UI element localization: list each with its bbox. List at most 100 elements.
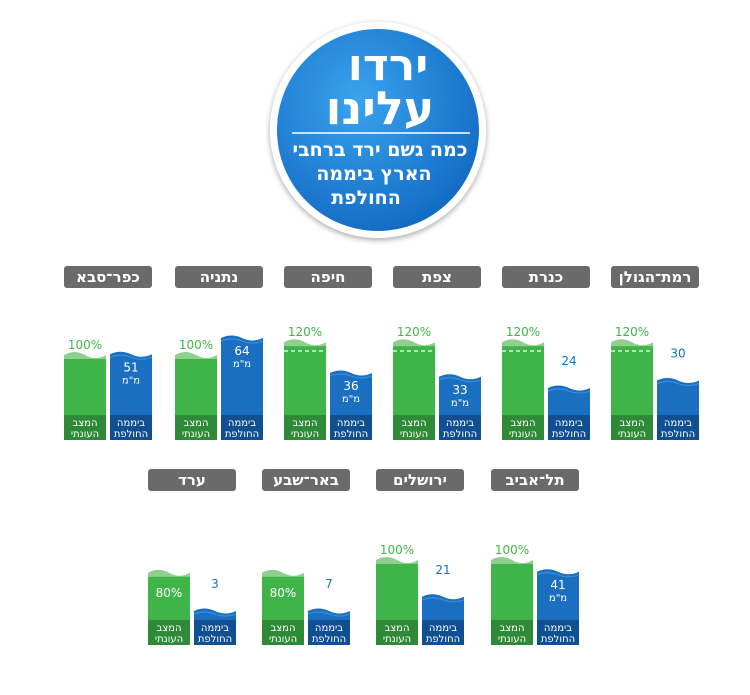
rainfall-caption: החולפת (541, 634, 575, 645)
seasonal-bar (148, 576, 190, 620)
rainfall-caption: ביממה (446, 418, 474, 429)
seasonal-bar (502, 346, 544, 415)
seasonal-bar (64, 359, 106, 415)
seasonal-value: 100% (179, 338, 213, 352)
rainfall-bar-wave (220, 338, 264, 344)
rainfall-unit: מ"מ (669, 362, 687, 373)
rainfall-bar (110, 351, 152, 415)
rainfall-bar (657, 378, 699, 415)
city-label: כפר־סבא (76, 268, 140, 286)
rainfall-bar-wave (421, 597, 465, 603)
rainfall-caption: ביממה (337, 418, 365, 429)
seasonal-value: 120% (288, 325, 322, 339)
seasonal-value: 120% (615, 325, 649, 339)
rainfall-caption: ביממה (664, 418, 692, 429)
rainfall-value: 21 (435, 563, 450, 577)
rainfall-label-box (110, 415, 152, 440)
seasonal-label-box (64, 415, 106, 440)
seasonal-caption: העונתי (291, 429, 319, 440)
city-label: צפת (422, 268, 452, 286)
seasonal-caption: המצב (156, 623, 181, 634)
city-label: תל־אביב (505, 471, 564, 489)
city-label-box (491, 469, 579, 491)
seasonal-bar (376, 564, 418, 620)
seasonal-caption: המצב (401, 418, 426, 429)
seasonal-bar-wave (64, 352, 106, 361)
seasonal-label-box (491, 620, 533, 645)
city-label-box (284, 266, 372, 288)
city-label-box (502, 266, 590, 288)
seasonal-caption: המצב (619, 418, 644, 429)
rainfall-label-box (308, 620, 350, 645)
seasonal-caption: העונתי (71, 429, 99, 440)
rainfall-unit: מ"מ (451, 398, 469, 409)
city-label-box (393, 266, 481, 288)
rainfall-caption: החולפת (198, 634, 232, 645)
seasonal-caption: העונתי (618, 429, 646, 440)
rainfall-label-box (657, 415, 699, 440)
rainfall-caption: החולפת (661, 429, 695, 440)
rainfall-label-box (194, 620, 236, 645)
seasonal-caption: המצב (183, 418, 208, 429)
rainfall-caption: ביממה (228, 418, 256, 429)
rainfall-caption: ביממה (429, 623, 457, 634)
rainfall-unit: מ"מ (434, 578, 452, 589)
seasonal-caption: העונתי (498, 634, 526, 645)
seasonal-label-box (393, 415, 435, 440)
rainfall-caption: החולפת (443, 429, 477, 440)
seasonal-value: 100% (68, 338, 102, 352)
rainfall-unit: מ"מ (342, 394, 360, 405)
rainfall-value: 36 (343, 379, 358, 393)
rainfall-value: 3 (211, 577, 219, 591)
seasonal-label-box (611, 415, 653, 440)
city-label-box (175, 266, 263, 288)
rainfall-caption: החולפת (312, 634, 346, 645)
rainfall-unit: מ"מ (560, 369, 578, 380)
rainfall-caption: החולפת (225, 429, 259, 440)
rainfall-bar-wave (536, 572, 580, 578)
seasonal-bar-wave (284, 339, 326, 349)
seasonal-caption: העונתי (400, 429, 428, 440)
city-label: נתניה (200, 268, 239, 286)
rainfall-bar (422, 594, 464, 620)
seasonal-caption: המצב (384, 623, 409, 634)
rainfall-label-box (422, 620, 464, 645)
seasonal-bar-wave (502, 339, 544, 349)
city-label: חיפה (311, 268, 346, 286)
city-label: ירושלים (393, 471, 447, 489)
seasonal-label-box (262, 620, 304, 645)
rainfall-label-box (330, 415, 372, 440)
rainfall-bar (439, 374, 481, 415)
seasonal-caption: המצב (499, 623, 524, 634)
rainfall-bar-wave (438, 377, 482, 383)
rainfall-bar-wave (329, 373, 373, 379)
rainfall-unit: מ"מ (206, 592, 224, 603)
rainfall-unit: מ"מ (549, 593, 567, 604)
badge-title-line1: ירדו (348, 40, 428, 91)
city-label-box (611, 266, 699, 288)
rainfall-bar (221, 335, 263, 415)
rainfall-bar (330, 370, 372, 415)
rainfall-caption: החולפת (334, 429, 368, 440)
rainfall-value: 24 (561, 354, 576, 368)
rainfall-caption: החולפת (114, 429, 148, 440)
badge-subtitle-line3: החולפת (331, 187, 401, 209)
rainfall-label-box (548, 415, 590, 440)
rainfall-label-box (439, 415, 481, 440)
seasonal-bar (284, 346, 326, 415)
rainfall-caption: ביממה (555, 418, 583, 429)
rainfall-value: 64 (234, 344, 249, 358)
seasonal-value: 120% (397, 325, 431, 339)
city-label: באר־שבע (273, 471, 339, 489)
seasonal-caption: העונתי (155, 634, 183, 645)
rainfall-value: 51 (123, 360, 138, 374)
